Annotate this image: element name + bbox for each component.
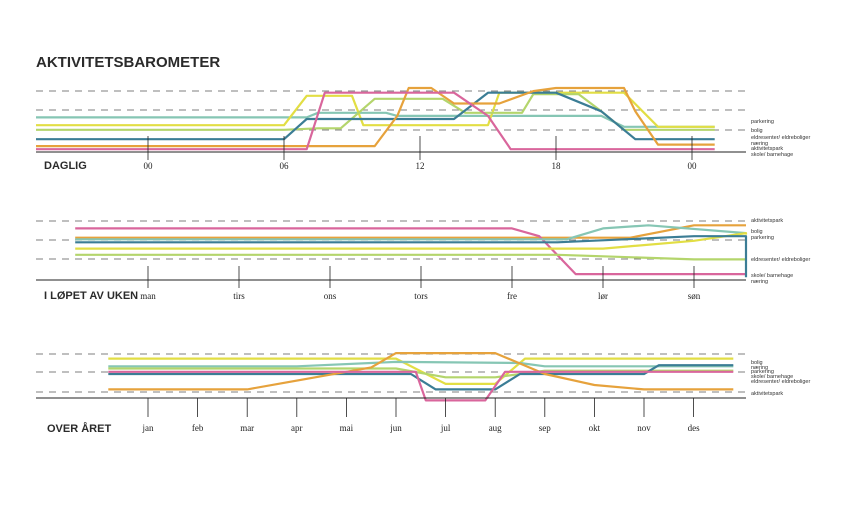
series-line-aktivitetspark — [75, 224, 746, 239]
chart-panel-1: man tirs ons tors fre lør søn I LØPET AV UKEN ak… — [36, 218, 810, 302]
legend-label-aktivitetspark: aktivitetspark — [751, 146, 783, 152]
series-line-skole — [75, 227, 746, 276]
legend-label-bolig: bolig — [751, 128, 763, 134]
x-tick-label: feb — [192, 423, 204, 433]
legend-label-naering: næring — [751, 365, 768, 371]
section-label: I LØPET AV UKEN — [44, 290, 138, 302]
legend-label-eldresenter: eldresenter/ eldreboliger — [751, 379, 810, 385]
x-tick-label: tors — [414, 291, 428, 301]
series-line-eldresenter — [75, 253, 746, 261]
legend-label-naering: næring — [751, 279, 768, 285]
series-line-naering — [36, 91, 715, 141]
legend-label-eldresenter: eldresenter/ eldreboliger — [751, 135, 810, 141]
series-line-parkering — [36, 91, 715, 128]
x-tick-label: 00 — [144, 161, 154, 171]
legend-label-bolig: bolig — [751, 229, 763, 235]
x-tick-label: 00 — [688, 161, 698, 171]
x-tick-label: ons — [324, 291, 337, 301]
series-line-bolig — [108, 360, 734, 368]
chart-panel-2: jan feb mar apr mai jun jul aug sep okt nov des OVER… — [36, 352, 810, 435]
series-line-skole — [108, 370, 734, 402]
x-tick-label: des — [688, 423, 700, 433]
x-tick-label: jul — [440, 423, 451, 433]
legend-label-naering: næring — [751, 141, 768, 147]
x-tick-label: man — [140, 291, 156, 301]
series-line-parkering — [108, 357, 734, 385]
x-tick-label: lør — [598, 291, 608, 301]
series-line-aktivitetspark — [108, 352, 734, 391]
x-tick-label: 18 — [552, 161, 562, 171]
x-tick-label: mar — [240, 423, 254, 433]
legend-label-skole: skole/ barnehage — [751, 273, 793, 279]
legend-label-skole: skole/ barnehage — [751, 152, 793, 158]
legend-label-aktivitetspark: aktivitetspark — [751, 391, 783, 397]
series-line-skole — [36, 91, 715, 151]
legend-label-aktivitetspark: aktivitetspark — [751, 218, 783, 224]
legend-label-eldresenter: eldresenter/ eldreboliger — [751, 257, 810, 263]
x-tick-label: aug — [489, 423, 502, 433]
series-line-naering — [75, 235, 748, 278]
x-tick-label: 12 — [416, 161, 425, 171]
series-line-bolig — [75, 224, 747, 241]
legend-label-skole: skole/ barnehage — [751, 374, 793, 380]
section-label: OVER ÅRET — [47, 422, 111, 435]
x-tick-label: nov — [637, 423, 651, 433]
section-label: DAGLIG — [44, 160, 87, 172]
series-line-bolig — [36, 111, 715, 128]
chart-title: AKTIVITETSBAROMETER — [36, 54, 220, 71]
x-tick-label: apr — [291, 423, 303, 433]
x-tick-label: tirs — [233, 291, 245, 301]
x-tick-label: mai — [340, 423, 354, 433]
x-tick-label: sep — [539, 423, 551, 433]
x-tick-label: jun — [389, 423, 402, 433]
series-line-aktivitetspark — [36, 86, 715, 148]
legend-label-parkering: parkering — [751, 369, 774, 375]
legend-label-bolig: bolig — [751, 360, 763, 366]
legend-label-parkering: parkering — [751, 235, 774, 241]
x-tick-label: jan — [142, 423, 154, 433]
x-tick-label: okt — [589, 423, 601, 433]
series-line-naering — [108, 364, 734, 391]
x-tick-label: søn — [688, 291, 701, 301]
legend-label-parkering: parkering — [751, 119, 774, 125]
chart-panel-0: 00 06 12 18 00 DAGLIG parkering boligeldresente… — [36, 86, 810, 172]
x-tick-label: 06 — [280, 161, 290, 171]
x-tick-label: fre — [507, 291, 517, 301]
series-line-parkering — [75, 232, 748, 250]
